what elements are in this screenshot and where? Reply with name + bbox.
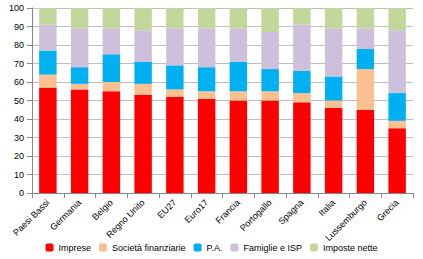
svg-text:50: 50 <box>14 96 24 106</box>
svg-text:Lussemburgo: Lussemburgo <box>323 197 369 243</box>
svg-text:0: 0 <box>19 188 24 198</box>
svg-text:Francia: Francia <box>214 197 242 225</box>
svg-text:Portogallo: Portogallo <box>238 197 274 233</box>
svg-text:60: 60 <box>14 77 24 87</box>
svg-text:70: 70 <box>14 59 24 69</box>
svg-text:Germania: Germania <box>48 197 83 232</box>
svg-text:Euro17: Euro17 <box>183 197 211 225</box>
svg-text:80: 80 <box>14 40 24 50</box>
svg-text:30: 30 <box>14 133 24 143</box>
svg-text:40: 40 <box>14 114 24 124</box>
svg-text:20: 20 <box>14 151 24 161</box>
svg-text:P.A.: P.A. <box>207 243 223 253</box>
svg-text:Regno Unito: Regno Unito <box>104 197 146 239</box>
svg-text:Spagna: Spagna <box>276 197 305 226</box>
svg-text:90: 90 <box>14 22 24 32</box>
svg-text:10: 10 <box>14 170 24 180</box>
svg-text:Imprese: Imprese <box>59 243 92 253</box>
svg-text:Società finanziarie: Società finanziarie <box>112 243 186 253</box>
svg-text:Paesi Bassi: Paesi Bassi <box>11 197 51 237</box>
svg-text:Imposte nette: Imposte nette <box>323 243 378 253</box>
svg-text:Belgio: Belgio <box>90 197 115 222</box>
svg-text:100: 100 <box>9 3 24 13</box>
svg-text:Italia: Italia <box>317 197 337 217</box>
svg-text:Grecia: Grecia <box>375 197 401 223</box>
svg-text:Famiglie e ISP: Famiglie e ISP <box>243 243 302 253</box>
svg-text:EU27: EU27 <box>155 197 178 220</box>
